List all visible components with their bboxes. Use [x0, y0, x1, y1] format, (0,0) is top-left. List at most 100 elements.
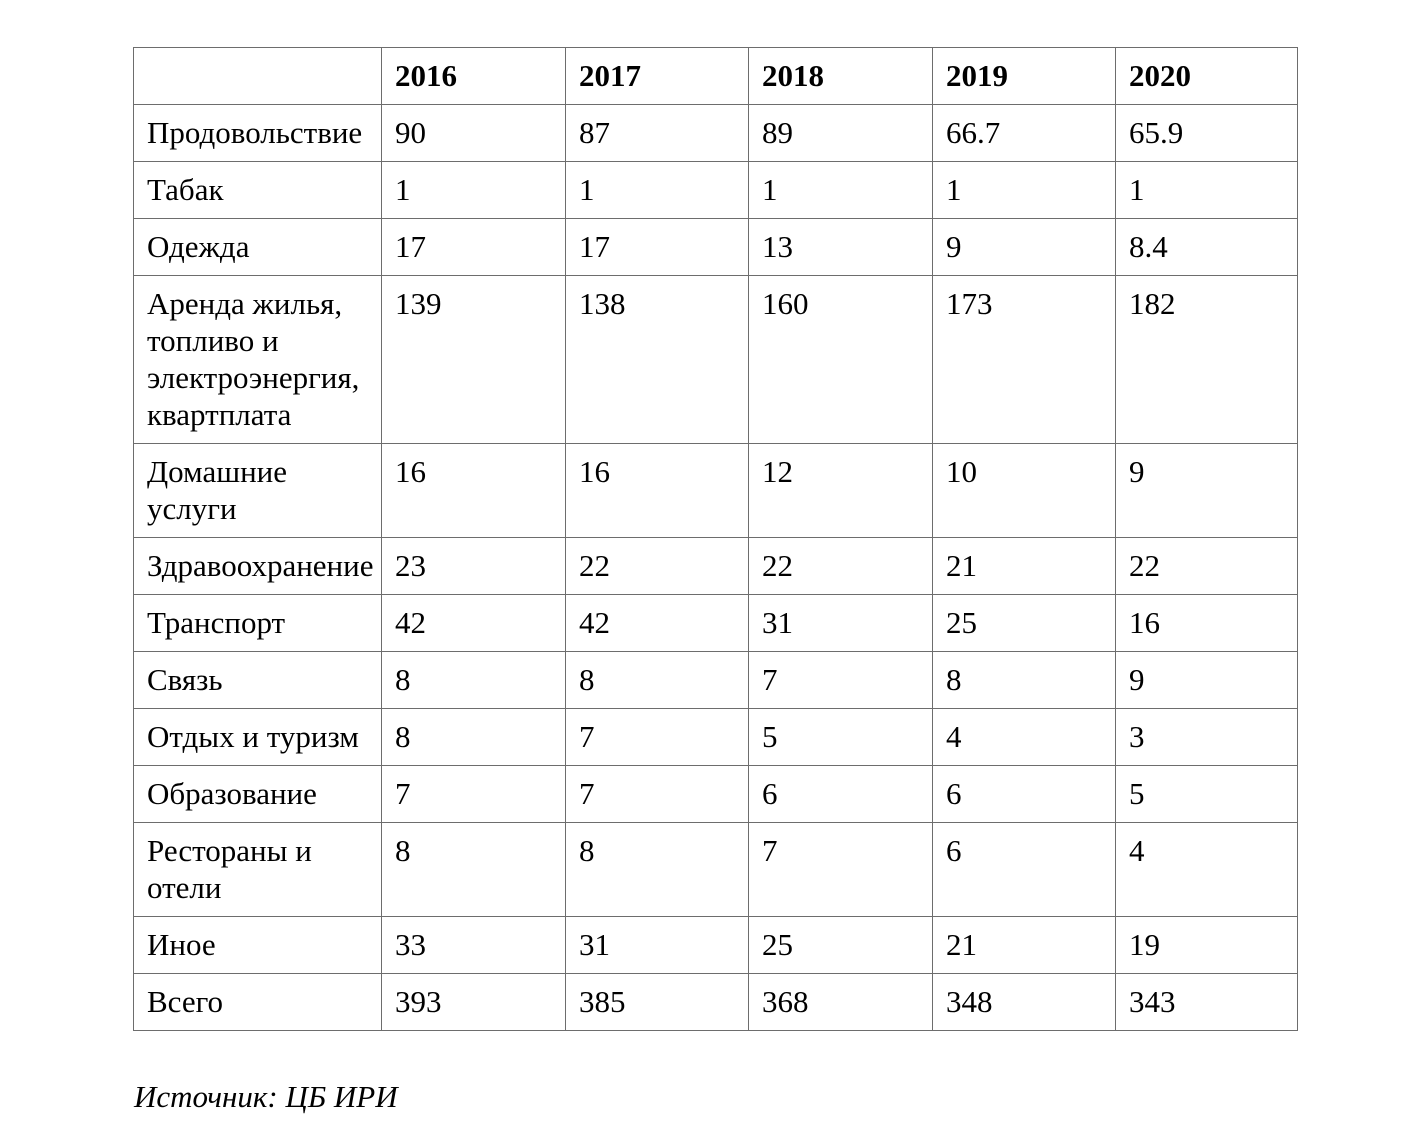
value-cell: 1: [381, 161, 566, 219]
value-cell: 7: [565, 708, 749, 766]
value-cell: 139: [381, 275, 566, 444]
value-cell: 10: [932, 443, 1116, 538]
value-cell: 160: [748, 275, 933, 444]
value-cell: 87: [565, 104, 749, 162]
value-cell: 22: [748, 537, 933, 595]
value-cell: 6: [932, 765, 1116, 823]
value-cell: 348: [932, 973, 1116, 1031]
value-cell: 343: [1115, 973, 1298, 1031]
value-cell: 25: [932, 594, 1116, 652]
table-row: Здравоохранение 23 22 22 21 22: [133, 537, 1298, 595]
value-cell: 5: [1115, 765, 1298, 823]
value-cell: 7: [748, 651, 933, 709]
value-cell: 1: [932, 161, 1116, 219]
value-cell: 31: [748, 594, 933, 652]
value-cell: 8: [381, 651, 566, 709]
table-row: Домашние услуги 16 16 12 10 9: [133, 443, 1298, 538]
value-cell: 17: [565, 218, 749, 276]
value-cell: 9: [1115, 443, 1298, 538]
value-cell: 5: [748, 708, 933, 766]
source-note: Источник: ЦБ ИРИ: [134, 1079, 398, 1114]
table-container: 2016 2017 2018 2019 2020 Продовольствие …: [133, 47, 1298, 1031]
table-row: Иное 33 31 25 21 19: [133, 916, 1298, 974]
value-cell: 7: [748, 822, 933, 917]
value-cell: 7: [381, 765, 566, 823]
row-label: Всего: [133, 973, 382, 1031]
value-cell: 182: [1115, 275, 1298, 444]
value-cell: 6: [748, 765, 933, 823]
value-cell: 22: [1115, 537, 1298, 595]
value-cell: 8: [381, 822, 566, 917]
value-cell: 12: [748, 443, 933, 538]
table-row: Аренда жилья, топливо и электроэнергия, …: [133, 275, 1298, 444]
value-cell: 9: [932, 218, 1116, 276]
value-cell: 23: [381, 537, 566, 595]
value-cell: 42: [381, 594, 566, 652]
row-label: Транспорт: [133, 594, 382, 652]
value-cell: 8: [381, 708, 566, 766]
row-label: Иное: [133, 916, 382, 974]
value-cell: 16: [1115, 594, 1298, 652]
value-cell: 22: [565, 537, 749, 595]
row-label: Здравоохранение: [133, 537, 382, 595]
year-column-header-2016: 2016: [381, 47, 566, 105]
value-cell: 173: [932, 275, 1116, 444]
value-cell: 385: [565, 973, 749, 1031]
expenditure-table: 2016 2017 2018 2019 2020 Продовольствие …: [133, 47, 1298, 1031]
value-cell: 8: [932, 651, 1116, 709]
table-row: Транспорт 42 42 31 25 16: [133, 594, 1298, 652]
table-row: Образование 7 7 6 6 5: [133, 765, 1298, 823]
value-cell: 17: [381, 218, 566, 276]
value-cell: 25: [748, 916, 933, 974]
row-label: Продовольствие: [133, 104, 382, 162]
table-row: Отдых и туризм 8 7 5 4 3: [133, 708, 1298, 766]
year-column-header-2020: 2020: [1115, 47, 1298, 105]
year-column-header-2017: 2017: [565, 47, 749, 105]
value-cell: 8: [565, 822, 749, 917]
row-label: Отдых и туризм: [133, 708, 382, 766]
row-label: Табак: [133, 161, 382, 219]
table-row: Рестораны и отели 8 8 7 6 4: [133, 822, 1298, 917]
value-cell: 1: [1115, 161, 1298, 219]
value-cell: 8.4: [1115, 218, 1298, 276]
value-cell: 33: [381, 916, 566, 974]
table-row: Связь 8 8 7 8 9: [133, 651, 1298, 709]
value-cell: 42: [565, 594, 749, 652]
value-cell: 21: [932, 916, 1116, 974]
value-cell: 4: [932, 708, 1116, 766]
value-cell: 4: [1115, 822, 1298, 917]
value-cell: 1: [748, 161, 933, 219]
table-row: Табак 1 1 1 1 1: [133, 161, 1298, 219]
row-label: Аренда жилья, топливо и электроэнергия, …: [133, 275, 382, 444]
value-cell: 393: [381, 973, 566, 1031]
table-row: Продовольствие 90 87 89 66.7 65.9: [133, 104, 1298, 162]
value-cell: 16: [565, 443, 749, 538]
year-column-header-2019: 2019: [932, 47, 1116, 105]
year-column-header-2018: 2018: [748, 47, 933, 105]
value-cell: 16: [381, 443, 566, 538]
value-cell: 7: [565, 765, 749, 823]
value-cell: 6: [932, 822, 1116, 917]
table-header-row: 2016 2017 2018 2019 2020: [133, 47, 1298, 105]
value-cell: 3: [1115, 708, 1298, 766]
row-label: Рестораны и отели: [133, 822, 382, 917]
row-label: Связь: [133, 651, 382, 709]
value-cell: 65.9: [1115, 104, 1298, 162]
row-label-column-header: [133, 47, 382, 105]
table-row: Всего 393 385 368 348 343: [133, 973, 1298, 1031]
value-cell: 9: [1115, 651, 1298, 709]
row-label: Образование: [133, 765, 382, 823]
value-cell: 90: [381, 104, 566, 162]
value-cell: 31: [565, 916, 749, 974]
value-cell: 19: [1115, 916, 1298, 974]
value-cell: 1: [565, 161, 749, 219]
value-cell: 89: [748, 104, 933, 162]
value-cell: 66.7: [932, 104, 1116, 162]
value-cell: 138: [565, 275, 749, 444]
value-cell: 368: [748, 973, 933, 1031]
value-cell: 13: [748, 218, 933, 276]
value-cell: 21: [932, 537, 1116, 595]
value-cell: 8: [565, 651, 749, 709]
row-label: Одежда: [133, 218, 382, 276]
